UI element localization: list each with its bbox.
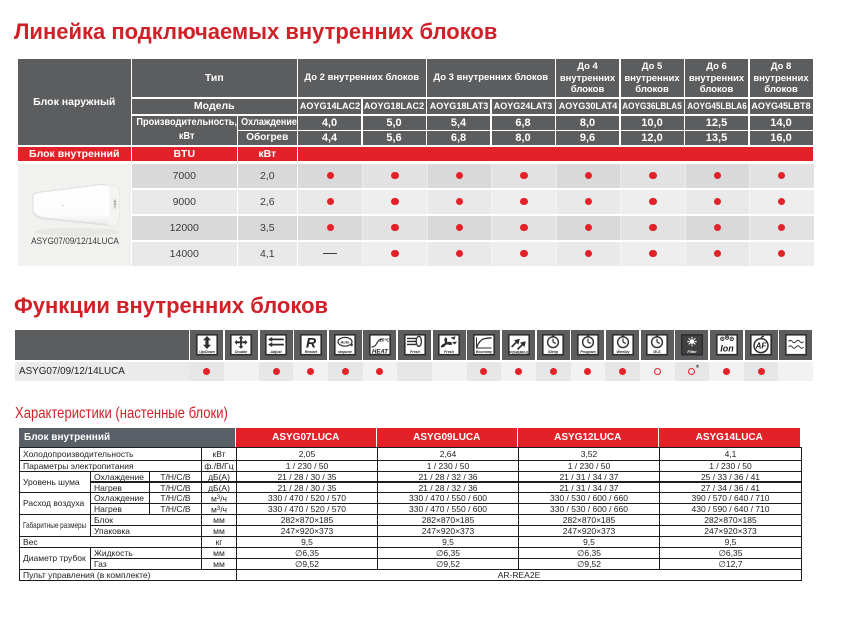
svg-text:R: R (306, 335, 317, 351)
svg-text:HEAT: HEAT (372, 350, 389, 356)
svg-text:W-S: W-S (653, 350, 661, 354)
svg-text:POWERFUL: POWERFUL (509, 351, 528, 355)
svg-text:Ion: Ion (720, 344, 734, 354)
svg-text:Up/Down: Up/Down (199, 350, 215, 354)
svg-text:Restart: Restart (304, 350, 317, 354)
svg-text:Sleep: Sleep (548, 350, 559, 354)
svg-text:stopover: stopover (338, 350, 353, 354)
svg-text:Double: Double (235, 350, 247, 354)
svg-text:Auto: Auto (340, 340, 350, 344)
svg-text:Fresh: Fresh (410, 350, 421, 354)
svg-text:10°C: 10°C (379, 337, 390, 342)
svg-text:Program: Program (580, 350, 596, 354)
svg-text:Adjust: Adjust (269, 350, 282, 354)
svg-text:Filter: Filter (687, 350, 697, 354)
svg-text:Economy: Economy (476, 350, 493, 354)
svg-text:Weekly: Weekly (616, 350, 630, 354)
svg-text:Fresh: Fresh (444, 350, 455, 354)
svg-text:AF: AF (755, 342, 768, 351)
